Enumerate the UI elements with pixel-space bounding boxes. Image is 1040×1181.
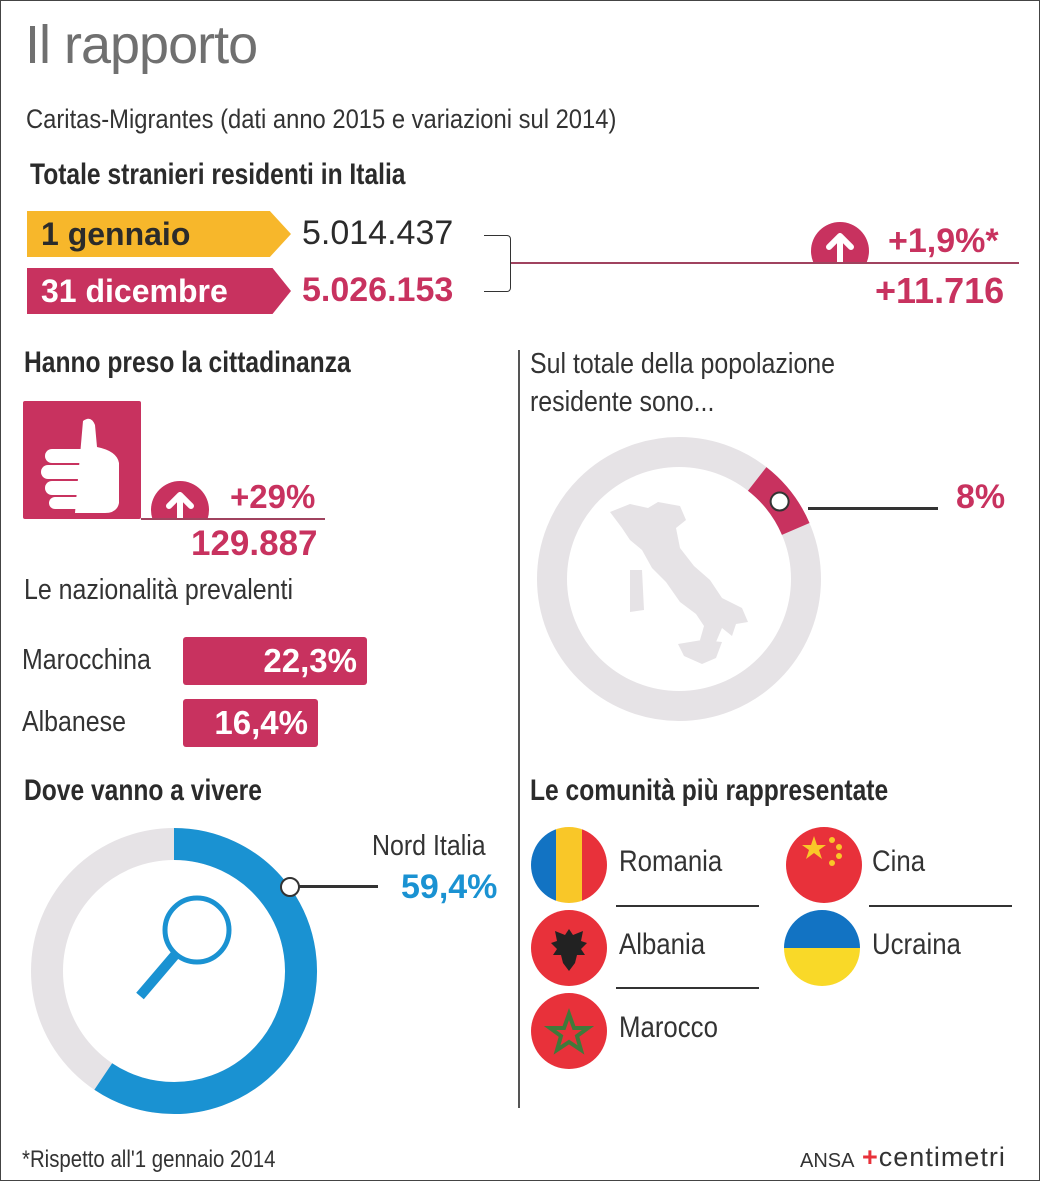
community-marocco: Marocco bbox=[619, 1011, 718, 1044]
totale-heading: Totale stranieri residenti in Italia bbox=[30, 158, 406, 191]
brand-ansa: ANSA bbox=[800, 1150, 855, 1172]
separator bbox=[616, 905, 759, 907]
nationalities-heading: Le nazionalità prevalenti bbox=[24, 574, 293, 606]
cittadinanza-line bbox=[141, 518, 325, 520]
popolazione-heading-1: Sul totale della popolazione bbox=[530, 348, 836, 380]
arrow-up-icon bbox=[811, 222, 869, 262]
romania-flag-icon bbox=[531, 827, 607, 903]
page-subtitle: Caritas-Migrantes (dati anno 2015 e vari… bbox=[26, 104, 617, 134]
dove-leader-line bbox=[298, 885, 378, 888]
end-value: 5.026.153 bbox=[302, 271, 454, 309]
dove-value: 59,4% bbox=[401, 868, 498, 906]
separator bbox=[869, 905, 1012, 907]
dove-heading: Dove vanno a vivere bbox=[24, 774, 262, 807]
dove-leader-dot bbox=[280, 877, 300, 897]
community-romania: Romania bbox=[619, 845, 723, 878]
cittadinanza-heading: Hanno preso la cittadinanza bbox=[24, 346, 351, 379]
separator bbox=[616, 987, 759, 989]
popolazione-value: 8% bbox=[956, 478, 1006, 516]
community-ucraina: Ucraina bbox=[872, 928, 961, 961]
magnifier-icon bbox=[136, 895, 232, 1000]
column-divider bbox=[518, 350, 520, 1108]
change-pct: +1,9%* bbox=[888, 222, 999, 260]
end-date-tag: 31 dicembre bbox=[27, 268, 291, 314]
dove-share-arc bbox=[94, 828, 317, 1114]
nationality-label: Albanese bbox=[22, 706, 127, 738]
nationality-bar: 22,3% bbox=[183, 637, 367, 685]
albania-flag-icon bbox=[531, 910, 607, 986]
arrow-up-icon bbox=[151, 481, 209, 519]
page-title: Il rapporto bbox=[25, 15, 258, 75]
cittadinanza-change: +29% bbox=[230, 478, 316, 515]
china-flag-icon bbox=[786, 827, 862, 903]
leader-dot bbox=[769, 491, 790, 512]
thumbs-up-icon bbox=[23, 401, 141, 519]
italy-map-icon bbox=[610, 502, 748, 664]
dove-ring bbox=[31, 828, 317, 1114]
bracket bbox=[484, 235, 511, 292]
nationality-label: Marocchina bbox=[22, 644, 151, 676]
popolazione-leader-line bbox=[808, 507, 938, 510]
community-cina: Cina bbox=[872, 845, 926, 878]
popolazione-ring bbox=[537, 437, 821, 721]
comunita-heading: Le comunità più rappresentate bbox=[530, 774, 889, 807]
change-abs: +11.716 bbox=[875, 270, 1005, 311]
start-date-tag: 1 gennaio bbox=[27, 211, 291, 257]
footnote: *Rispetto all'1 gennaio 2014 bbox=[22, 1146, 276, 1173]
nationality-bar: 16,4% bbox=[183, 699, 318, 747]
connector-line bbox=[511, 262, 1019, 264]
morocco-flag-icon bbox=[531, 993, 607, 1069]
popolazione-heading-2: residente sono... bbox=[530, 386, 715, 418]
start-value: 5.014.437 bbox=[302, 214, 454, 252]
brand-plus-icon: + bbox=[862, 1142, 879, 1172]
community-albania: Albania bbox=[619, 928, 706, 961]
brand-centimetri-text: centimetri bbox=[878, 1142, 1006, 1172]
ukraine-flag-icon bbox=[784, 910, 860, 986]
brand-centimetri: +centimetri bbox=[862, 1142, 1006, 1173]
dove-label: Nord Italia bbox=[372, 830, 486, 862]
cittadinanza-value: 129.887 bbox=[191, 524, 318, 563]
